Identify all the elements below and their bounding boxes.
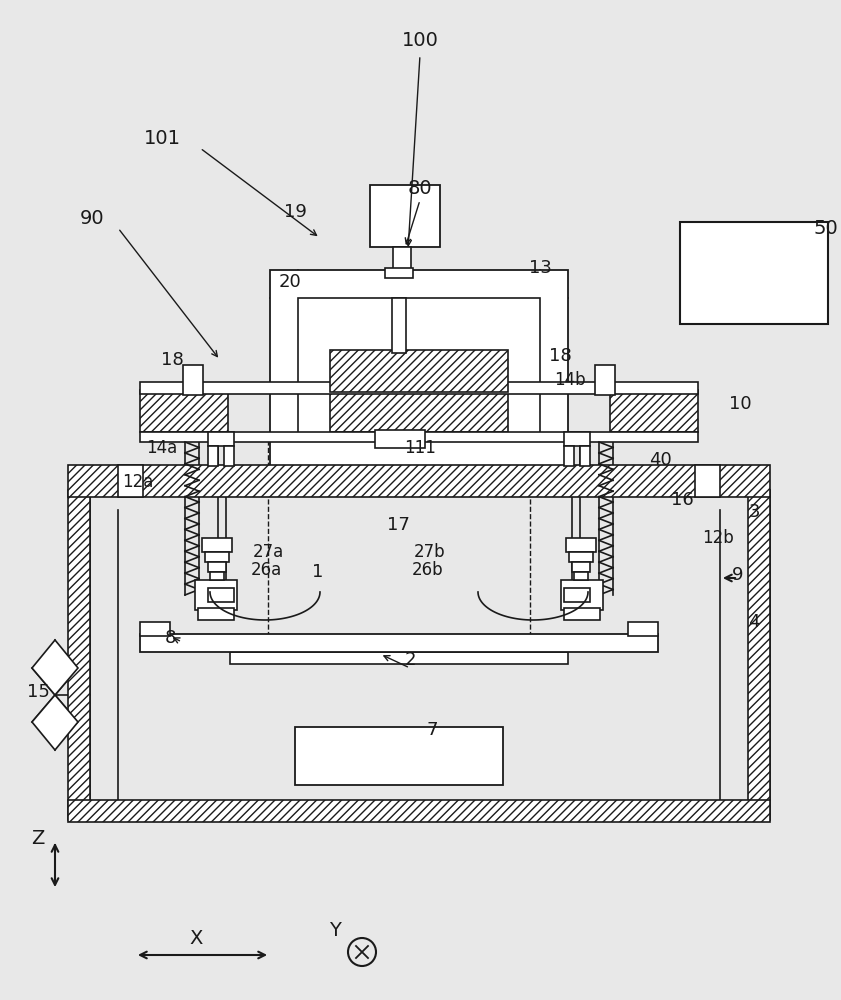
Bar — [370, 185, 440, 247]
Bar — [295, 727, 503, 785]
Text: 90: 90 — [80, 209, 104, 228]
Bar — [183, 365, 203, 395]
Text: 14a: 14a — [146, 439, 177, 457]
Text: 111: 111 — [404, 439, 436, 457]
Bar — [680, 222, 828, 324]
Bar — [224, 446, 234, 466]
Bar — [330, 390, 508, 432]
Bar — [118, 465, 143, 497]
Bar — [198, 608, 234, 620]
Text: 14b: 14b — [554, 371, 586, 389]
Bar — [208, 588, 234, 602]
Bar — [695, 465, 720, 497]
Bar — [208, 432, 234, 446]
Bar — [202, 538, 232, 552]
Bar — [564, 446, 574, 466]
Bar — [298, 298, 540, 440]
Text: 40: 40 — [648, 451, 671, 469]
Text: 12a: 12a — [122, 473, 154, 491]
Text: 12b: 12b — [702, 529, 734, 547]
Text: 4: 4 — [748, 613, 759, 631]
Bar — [330, 350, 508, 392]
Bar — [68, 490, 90, 820]
Text: 26a: 26a — [251, 561, 282, 579]
Text: 16: 16 — [670, 491, 693, 509]
Text: 20: 20 — [278, 273, 301, 291]
Bar — [375, 430, 425, 448]
Bar — [208, 446, 218, 466]
Text: 80: 80 — [408, 178, 432, 198]
Text: 7: 7 — [426, 721, 438, 739]
Bar — [208, 562, 226, 572]
Bar — [628, 622, 658, 636]
Text: 18: 18 — [161, 351, 183, 369]
Bar — [210, 572, 224, 580]
Text: X: X — [189, 928, 203, 948]
Text: Z: Z — [31, 828, 45, 848]
Bar — [566, 538, 596, 552]
Bar — [195, 580, 237, 610]
Text: 27a: 27a — [252, 543, 283, 561]
Text: 100: 100 — [401, 30, 438, 49]
Text: 17: 17 — [387, 516, 410, 534]
Text: 19: 19 — [283, 203, 306, 221]
Text: 9: 9 — [733, 566, 743, 584]
Bar — [574, 572, 588, 580]
Bar — [140, 634, 658, 652]
Text: 18: 18 — [548, 347, 571, 365]
Text: 15: 15 — [27, 683, 50, 701]
Text: 26b: 26b — [412, 561, 444, 579]
Bar — [569, 552, 593, 562]
Text: 50: 50 — [813, 219, 838, 237]
Bar — [68, 465, 770, 497]
Bar — [68, 800, 770, 822]
Text: 10: 10 — [728, 395, 751, 413]
Bar — [572, 562, 590, 572]
Bar — [564, 588, 590, 602]
Bar — [205, 552, 229, 562]
Bar — [230, 652, 568, 664]
Text: 3: 3 — [748, 503, 759, 521]
Text: Y: Y — [329, 920, 341, 940]
Bar — [393, 247, 411, 271]
Bar — [270, 270, 568, 470]
Bar — [595, 365, 615, 395]
Text: 8: 8 — [164, 629, 176, 647]
Bar — [748, 490, 770, 820]
Bar — [564, 432, 590, 446]
Bar — [140, 382, 698, 394]
Bar — [564, 608, 600, 620]
Bar — [140, 622, 170, 636]
Bar — [385, 268, 413, 278]
Text: 1: 1 — [312, 563, 324, 581]
Bar — [392, 298, 406, 353]
Polygon shape — [32, 640, 78, 750]
Bar — [610, 390, 698, 432]
Bar — [561, 580, 603, 610]
Text: 13: 13 — [528, 259, 552, 277]
Text: 27b: 27b — [414, 543, 446, 561]
Bar — [580, 446, 590, 466]
Text: 101: 101 — [144, 128, 181, 147]
Text: 2: 2 — [405, 651, 415, 669]
Bar — [140, 432, 698, 442]
Bar — [140, 390, 228, 432]
